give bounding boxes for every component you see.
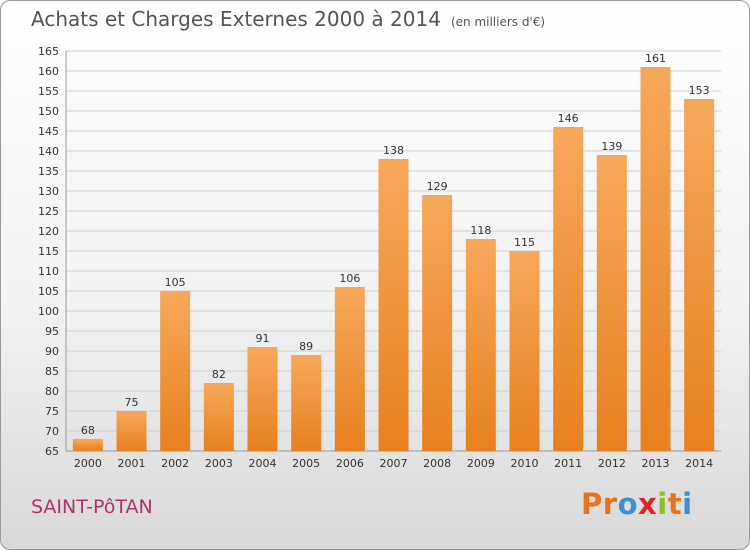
y-tick-label: 165 (38, 45, 59, 58)
x-tick-label: 2013 (642, 457, 670, 470)
bar (465, 239, 496, 451)
bar (247, 347, 278, 451)
y-tick-label: 130 (38, 185, 59, 198)
y-tick-label: 85 (45, 365, 59, 378)
logo-letter: x (638, 487, 658, 521)
x-tick-label: 2012 (598, 457, 626, 470)
data-label: 139 (601, 140, 622, 153)
y-tick-label: 110 (38, 265, 59, 278)
chart-title: Achats et Charges Externes 2000 à 2014 (e… (31, 7, 545, 31)
y-axis: 65 70 75 80 85 90 95 100 105 110 115 120 125 130 135 14… (38, 45, 721, 458)
x-tick-label: 2003 (205, 457, 233, 470)
data-label: 138 (383, 144, 404, 157)
data-labels: 68 75 105 82 91 89 106 138 129 118 115 146 139 161 153 (81, 52, 710, 437)
x-tick-label: 2008 (423, 457, 451, 470)
bar (422, 195, 453, 451)
data-label: 68 (81, 424, 95, 437)
logo-letter: t (667, 487, 683, 521)
bar (160, 291, 191, 451)
bar (684, 99, 715, 451)
x-tick-label: 2009 (467, 457, 495, 470)
x-tick-label: 2011 (554, 457, 582, 470)
y-tick-label: 65 (45, 445, 59, 458)
y-tick-label: 145 (38, 125, 59, 138)
bar (334, 287, 365, 451)
data-label: 82 (212, 368, 226, 381)
data-label: 129 (427, 180, 448, 193)
y-tick-label: 90 (45, 345, 59, 358)
bar (596, 155, 627, 451)
logo-letter: i (682, 487, 693, 521)
chart-subtitle: (en milliers d'€) (450, 15, 546, 29)
bars (72, 67, 715, 451)
data-label: 106 (339, 272, 360, 285)
y-tick-label: 100 (38, 305, 59, 318)
y-tick-label: 150 (38, 105, 59, 118)
data-label: 118 (470, 224, 491, 237)
bar (116, 411, 147, 451)
data-label: 89 (299, 340, 313, 353)
x-tick-label: 2005 (292, 457, 320, 470)
data-label: 75 (125, 396, 139, 409)
data-label: 115 (514, 236, 535, 249)
x-tick-label: 2004 (249, 457, 277, 470)
bar (640, 67, 671, 451)
bar (509, 251, 540, 451)
y-tick-label: 75 (45, 405, 59, 418)
x-tick-label: 2014 (685, 457, 713, 470)
y-tick-label: 105 (38, 285, 59, 298)
x-axis: 2000 2001 2002 2003 2004 2005 2006 2007 2008 2009… (74, 457, 713, 470)
data-label: 105 (165, 276, 186, 289)
bar (291, 355, 322, 451)
y-tick-label: 120 (38, 225, 59, 238)
x-tick-label: 2001 (118, 457, 146, 470)
y-tick-label: 155 (38, 85, 59, 98)
x-tick-label: 2000 (74, 457, 102, 470)
y-tick-label: 135 (38, 165, 59, 178)
y-tick-label: 160 (38, 65, 59, 78)
y-tick-label: 70 (45, 425, 59, 438)
data-label: 153 (689, 84, 710, 97)
y-tick-label: 140 (38, 145, 59, 158)
proxiti-logo: Proxiti (581, 487, 693, 521)
bar (378, 159, 409, 451)
data-label: 161 (645, 52, 666, 65)
x-tick-label: 2007 (380, 457, 408, 470)
bar (72, 439, 103, 451)
x-tick-label: 2010 (511, 457, 539, 470)
bar (553, 127, 584, 451)
title-text: Achats et Charges Externes 2000 à 2014 (31, 7, 441, 31)
y-tick-label: 115 (38, 245, 59, 258)
y-tick-label: 95 (45, 325, 59, 338)
logo-letter: o (617, 487, 639, 521)
data-label: 146 (558, 112, 579, 125)
data-label: 91 (256, 332, 270, 345)
x-tick-label: 2002 (161, 457, 189, 470)
logo-letter: r (602, 487, 618, 521)
commune-name: SAINT-PôTAN (31, 496, 153, 518)
x-tick-label: 2006 (336, 457, 364, 470)
y-tick-label: 80 (45, 385, 59, 398)
logo-letter: P (581, 487, 603, 521)
logo-letter: i (657, 487, 668, 521)
bar (203, 383, 234, 451)
y-tick-label: 125 (38, 205, 59, 218)
